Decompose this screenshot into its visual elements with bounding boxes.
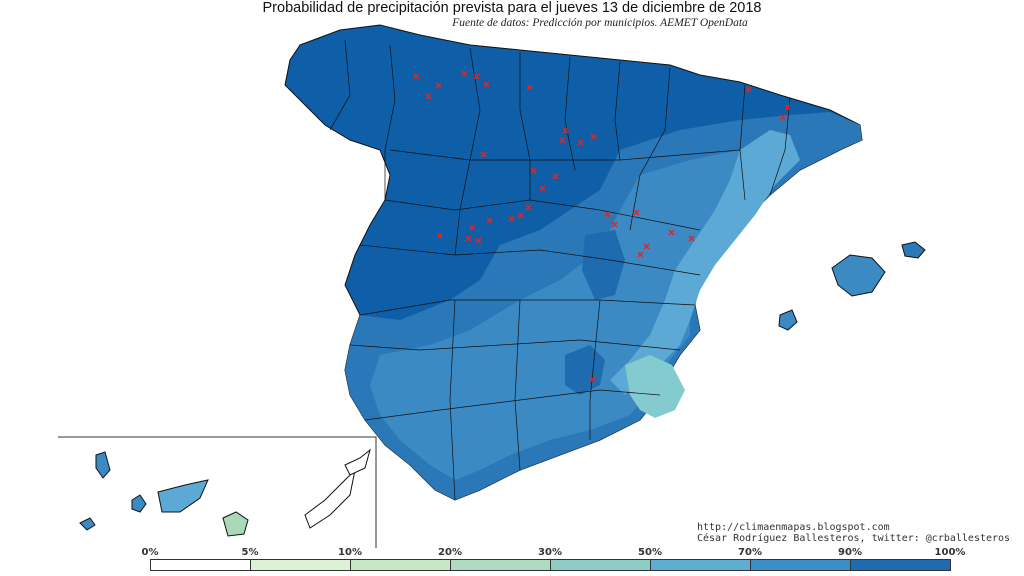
peninsula-dark-core-2 (582, 230, 625, 300)
legend-swatch-0-5 (150, 559, 251, 571)
author-credit: César Rodríguez Ballesteros, twitter: @c… (697, 533, 1011, 544)
legend-label-0: 0% (141, 547, 159, 558)
province-borders (329, 39, 791, 501)
ibiza-island (778, 309, 798, 331)
canarias-inset-frame (58, 436, 377, 548)
legend-swatch-90-100 (850, 559, 951, 571)
legend-label-10: 10% (338, 547, 362, 558)
legend-swatch-5-10 (250, 559, 351, 571)
legend-label-90: 90% (838, 547, 862, 558)
legend-swatch-20-30 (450, 559, 551, 571)
legend-swatch-50-70 (650, 559, 751, 571)
peninsula-mid-zone (370, 140, 780, 480)
legend-label-100: 100% (934, 547, 966, 558)
legend-label-50: 50% (638, 547, 662, 558)
peninsula-low-zone-east (610, 130, 800, 395)
blog-credit: http://climaenmapas.blogspot.com (697, 522, 890, 533)
canary-islands (79, 448, 371, 537)
legend-label-5: 5% (241, 547, 259, 558)
legend-swatch-10-20 (350, 559, 451, 571)
legend-swatch-30-50 (550, 559, 651, 571)
map-subtitle: Fuente de datos: Predicción por municipi… (452, 17, 748, 29)
peninsula-dark-core (565, 345, 605, 395)
peninsula-very-low-zone (625, 355, 685, 418)
legend-swatch-70-90 (750, 559, 851, 571)
legend-label-20: 20% (438, 547, 462, 558)
legend-label-30: 30% (538, 547, 562, 558)
mallorca-island (831, 254, 886, 297)
menorca-island (901, 241, 926, 259)
map-title: Probabilidad de precipitación prevista p… (262, 0, 762, 16)
precipitation-markers (413, 70, 791, 383)
legend-label-70: 70% (738, 547, 762, 558)
